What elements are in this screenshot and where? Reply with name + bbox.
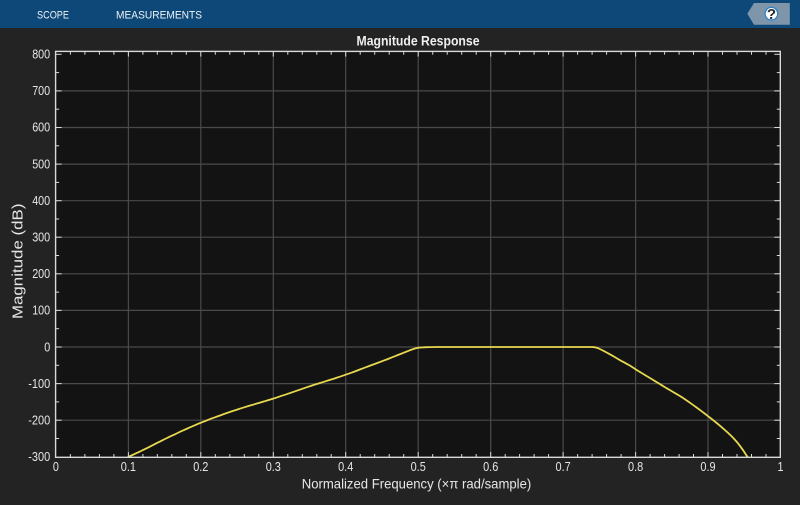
svg-text:500: 500 bbox=[32, 156, 50, 171]
svg-text:0.1: 0.1 bbox=[121, 459, 136, 474]
svg-text:-100: -100 bbox=[28, 376, 50, 391]
svg-text:0.9: 0.9 bbox=[700, 459, 715, 474]
svg-text:SCOPE: SCOPE bbox=[37, 10, 69, 22]
svg-text:0.3: 0.3 bbox=[266, 459, 281, 474]
svg-text:200: 200 bbox=[32, 266, 50, 281]
svg-text:800: 800 bbox=[32, 47, 50, 62]
svg-text:Normalized Frequency (×π rad/s: Normalized Frequency (×π rad/sample) bbox=[302, 476, 532, 492]
svg-text:0.8: 0.8 bbox=[628, 459, 643, 474]
svg-text:1: 1 bbox=[778, 459, 784, 474]
svg-text:100: 100 bbox=[32, 303, 50, 318]
svg-text:?: ? bbox=[767, 6, 776, 23]
svg-text:Magnitude Response: Magnitude Response bbox=[357, 33, 480, 49]
svg-text:0.4: 0.4 bbox=[338, 459, 353, 474]
svg-text:0.2: 0.2 bbox=[193, 459, 208, 474]
svg-text:700: 700 bbox=[32, 83, 50, 98]
svg-text:Magnitude (dB): Magnitude (dB) bbox=[9, 204, 26, 320]
svg-text:400: 400 bbox=[32, 193, 50, 208]
svg-text:0.5: 0.5 bbox=[411, 459, 426, 474]
svg-text:MEASUREMENTS: MEASUREMENTS bbox=[116, 10, 202, 22]
svg-text:0.7: 0.7 bbox=[556, 459, 571, 474]
svg-text:0: 0 bbox=[44, 339, 50, 354]
svg-text:600: 600 bbox=[32, 120, 50, 135]
svg-text:-300: -300 bbox=[28, 449, 50, 464]
svg-text:0: 0 bbox=[53, 459, 59, 474]
svg-text:-200: -200 bbox=[28, 412, 50, 427]
svg-text:0.6: 0.6 bbox=[483, 459, 498, 474]
svg-text:300: 300 bbox=[32, 230, 50, 245]
